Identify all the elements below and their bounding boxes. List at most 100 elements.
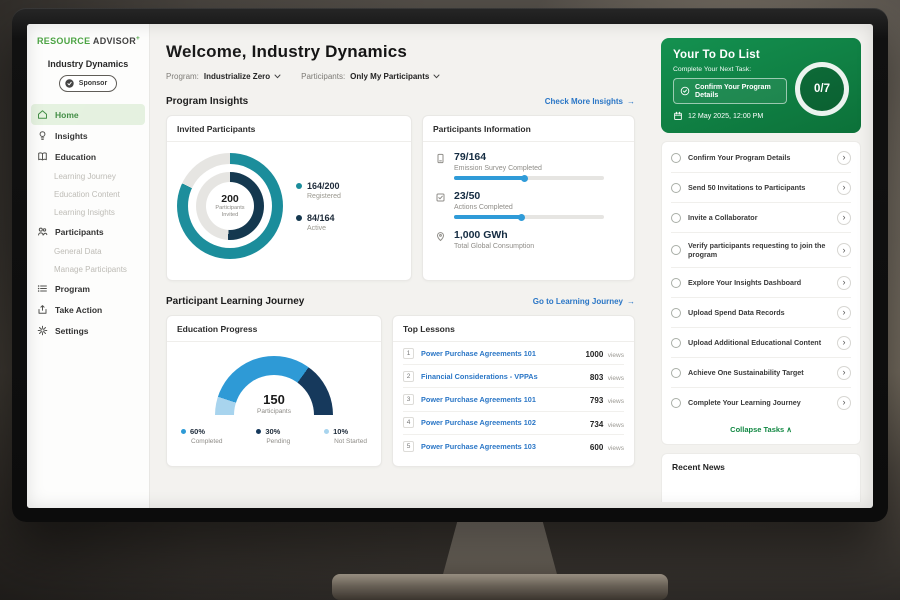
sidebar-item-label: Home <box>55 109 79 120</box>
chevron-right-icon[interactable]: › <box>837 395 851 410</box>
next-task-row[interactable]: Confirm Your Program Details <box>673 78 787 104</box>
checkbox-icon[interactable] <box>671 245 681 256</box>
chevron-right-icon[interactable]: › <box>837 210 851 225</box>
logo-primary: RESOURCE <box>37 36 91 46</box>
lesson-rank: 3 <box>403 393 414 405</box>
chevron-right-icon[interactable]: › <box>837 180 851 195</box>
chevron-right-icon[interactable]: › <box>837 365 851 380</box>
task-label: Achieve One Sustainability Target <box>688 368 804 378</box>
stat-global-consumption: 1,000 GWh Total Global Consumption <box>435 229 622 250</box>
task-label: Upload Spend Data Records <box>688 308 785 318</box>
legend-value: 84/164 <box>307 212 335 223</box>
link-label: Go to Learning Journey <box>532 297 623 306</box>
donut-center-label: Invited <box>221 212 239 218</box>
sidebar-item-home[interactable]: Home <box>31 104 145 125</box>
education-progress-card: Education Progress 150 Participants <box>166 315 382 467</box>
task-row-achieve-target[interactable]: Achieve One Sustainability Target › <box>671 358 851 389</box>
card-title: Top Lessons <box>393 316 634 342</box>
sidebar-item-learning-insights[interactable]: Learning Insights <box>54 207 115 217</box>
actions-check-icon <box>435 192 446 203</box>
stat-label: Emission Survey Completed <box>454 165 542 172</box>
stat-label: Actions Completed <box>454 204 513 211</box>
chevron-right-icon[interactable]: › <box>837 305 851 320</box>
insights-icon <box>37 130 48 141</box>
task-row-invite-collaborator[interactable]: Invite a Collaborator › <box>671 203 851 233</box>
sidebar-item-education-content[interactable]: Education Content <box>54 189 120 199</box>
lesson-row: 2 Financial Considerations - VPPAs 803 v… <box>403 365 624 389</box>
invited-participants-card: Invited Participants 200 Participants In… <box>166 115 412 281</box>
checkbox-icon[interactable] <box>671 182 681 193</box>
stat-label: Total Global Consumption <box>454 243 535 250</box>
sponsor-badge: Sponsor <box>58 75 118 92</box>
donut-legend: 164/200 Registered 84/164 Active <box>296 181 341 232</box>
chevron-right-icon[interactable]: › <box>837 150 851 165</box>
views-word: views <box>607 398 624 406</box>
checkbox-icon[interactable] <box>671 212 681 223</box>
checkbox-icon[interactable] <box>671 307 681 318</box>
sidebar-item-learning-journey[interactable]: Learning Journey <box>54 171 116 181</box>
sidebar-item-label: Settings <box>55 325 89 336</box>
take-action-icon <box>37 304 48 315</box>
go-to-learning-journey-link[interactable]: Go to Learning Journey → <box>533 297 635 306</box>
sidebar-item-take-action[interactable]: Take Action <box>27 299 149 320</box>
arrow-right-icon: → <box>627 97 635 106</box>
collapse-tasks-button[interactable]: Collapse Tasks ∧ <box>671 417 851 443</box>
lesson-link[interactable]: Power Purchase Agreements 102 <box>421 418 536 428</box>
org-name: Industry Dynamics <box>47 59 129 69</box>
education-gauge-chart: 150 Participants <box>215 356 333 416</box>
task-row-confirm-program[interactable]: Confirm Your Program Details › <box>671 143 851 173</box>
check-more-insights-link[interactable]: Check More Insights → <box>545 97 635 106</box>
lesson-link[interactable]: Power Purchase Agreements 101 <box>421 348 536 358</box>
survey-device-icon <box>435 153 446 164</box>
sidebar-item-program[interactable]: Program <box>27 278 149 299</box>
lesson-row: 4 Power Purchase Agreements 102 734 view… <box>403 412 624 435</box>
task-list-card: Confirm Your Program Details › Send 50 I… <box>661 141 861 446</box>
sidebar-item-settings[interactable]: Settings <box>27 320 149 341</box>
donut-center-value: 200 <box>221 193 239 206</box>
chevron-down-icon <box>274 74 281 79</box>
donut-center-label: Participants <box>215 205 245 212</box>
lesson-views: 793 views <box>590 390 624 408</box>
checkbox-icon[interactable] <box>671 397 681 408</box>
stat-value: 79/164 <box>454 151 487 163</box>
chevron-glyph: › <box>842 182 846 192</box>
lesson-link[interactable]: Financial Considerations - VPPAs <box>421 371 538 381</box>
lesson-link[interactable]: Power Purchase Agreements 101 <box>421 394 536 404</box>
task-row-explore-insights[interactable]: Explore Your Insights Dashboard › <box>671 268 851 299</box>
participants-information-card: Participants Information 79/164 Emission… <box>422 115 635 281</box>
chevron-right-icon[interactable]: › <box>837 243 851 258</box>
card-title: Invited Participants <box>167 116 411 142</box>
todo-progress-value: 0/7 <box>814 83 830 95</box>
legend-not-started: 10% Not Started <box>324 427 367 445</box>
legend-active: 84/164 Active <box>296 213 341 232</box>
checkbox-icon[interactable] <box>671 277 681 288</box>
app-window: RESOURCE ADVISOR+ Industry Dynamics Spon… <box>27 24 873 508</box>
list-icon <box>37 283 48 294</box>
sidebar-item-manage-participants[interactable]: Manage Participants <box>54 264 127 274</box>
task-row-send-invitations[interactable]: Send 50 Invitations to Participants › <box>671 173 851 203</box>
checkbox-icon[interactable] <box>671 337 681 348</box>
task-row-complete-learning-journey[interactable]: Complete Your Learning Journey › <box>671 388 851 417</box>
legend-label: Pending <box>266 438 291 445</box>
sidebar-item-insights[interactable]: Insights <box>27 125 149 146</box>
top-lessons-card: Top Lessons 1 Power Purchase Agreements … <box>392 315 635 467</box>
chevron-right-icon[interactable]: › <box>837 335 851 350</box>
sidebar-item-education[interactable]: Education <box>27 146 149 167</box>
home-icon <box>37 109 48 120</box>
chevron-glyph: › <box>842 337 846 348</box>
recent-news-title: Recent News <box>672 462 725 473</box>
views-count: 793 <box>589 396 604 406</box>
sidebar-item-participants[interactable]: Participants <box>27 221 149 242</box>
task-row-upload-educational-content[interactable]: Upload Additional Educational Content › <box>671 328 851 359</box>
program-select[interactable]: Industrialize Zero <box>204 72 281 81</box>
lesson-link[interactable]: Power Purchase Agreements 103 <box>421 441 536 451</box>
participants-select[interactable]: Only My Participants <box>350 72 440 81</box>
lesson-rank: 2 <box>403 370 414 382</box>
checkbox-icon[interactable] <box>671 367 681 378</box>
task-row-upload-spend-data[interactable]: Upload Spend Data Records › <box>671 298 851 329</box>
sidebar-item-general-data[interactable]: General Data <box>54 246 102 256</box>
checkbox-icon[interactable] <box>671 152 681 163</box>
task-row-verify-participants[interactable]: Verify participants requesting to join t… <box>671 233 851 269</box>
chevron-right-icon[interactable]: › <box>837 275 851 290</box>
legend-completed: 60% Completed <box>181 427 222 445</box>
